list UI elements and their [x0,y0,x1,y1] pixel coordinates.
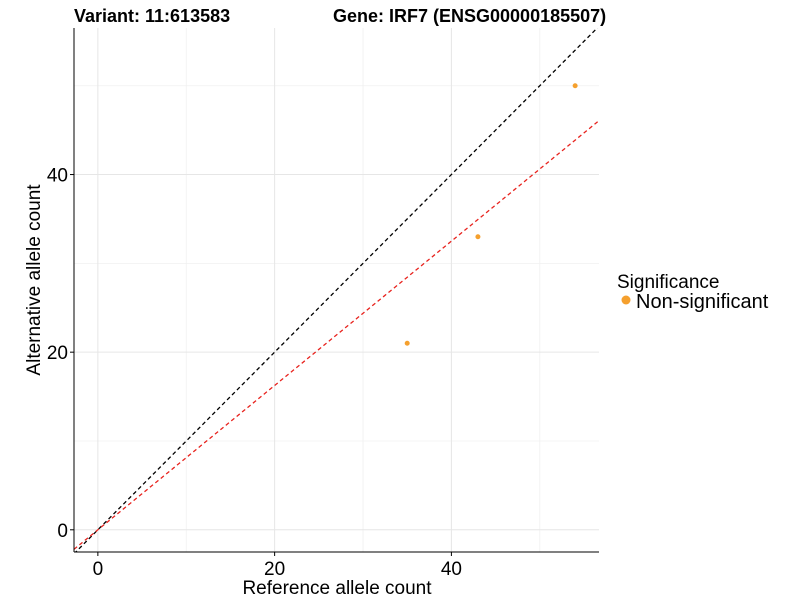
y-tick-label: 40 [47,166,68,187]
chart-title-gene: Gene: IRF7 (ENSG00000185507) [333,6,606,26]
legend-marker [621,295,631,305]
x-tick-label: 40 [441,559,462,580]
legend: Significance Non-significant [617,272,769,313]
y-axis-title: Alternative allele count [24,184,45,376]
grid [74,28,599,552]
data-point [572,83,578,89]
x-axis-title: Reference allele count [242,578,432,599]
x-tick-label: 0 [93,559,104,580]
legend-title: Significance [617,272,719,293]
chart-title-variant: Variant: 11:613583 [74,6,230,26]
data-point [404,340,410,346]
y-tick-label: 20 [47,343,68,364]
reference-lines [74,28,599,552]
x-tick-label: 20 [264,559,285,580]
axes: 0 20 40 0 20 40 [47,28,599,580]
y-tick-label: 0 [57,521,68,542]
data-points [404,83,578,346]
identity-line [74,28,599,552]
legend-item-non-significant: Non-significant [636,291,769,313]
data-point [475,234,481,240]
fit-line [74,120,599,550]
